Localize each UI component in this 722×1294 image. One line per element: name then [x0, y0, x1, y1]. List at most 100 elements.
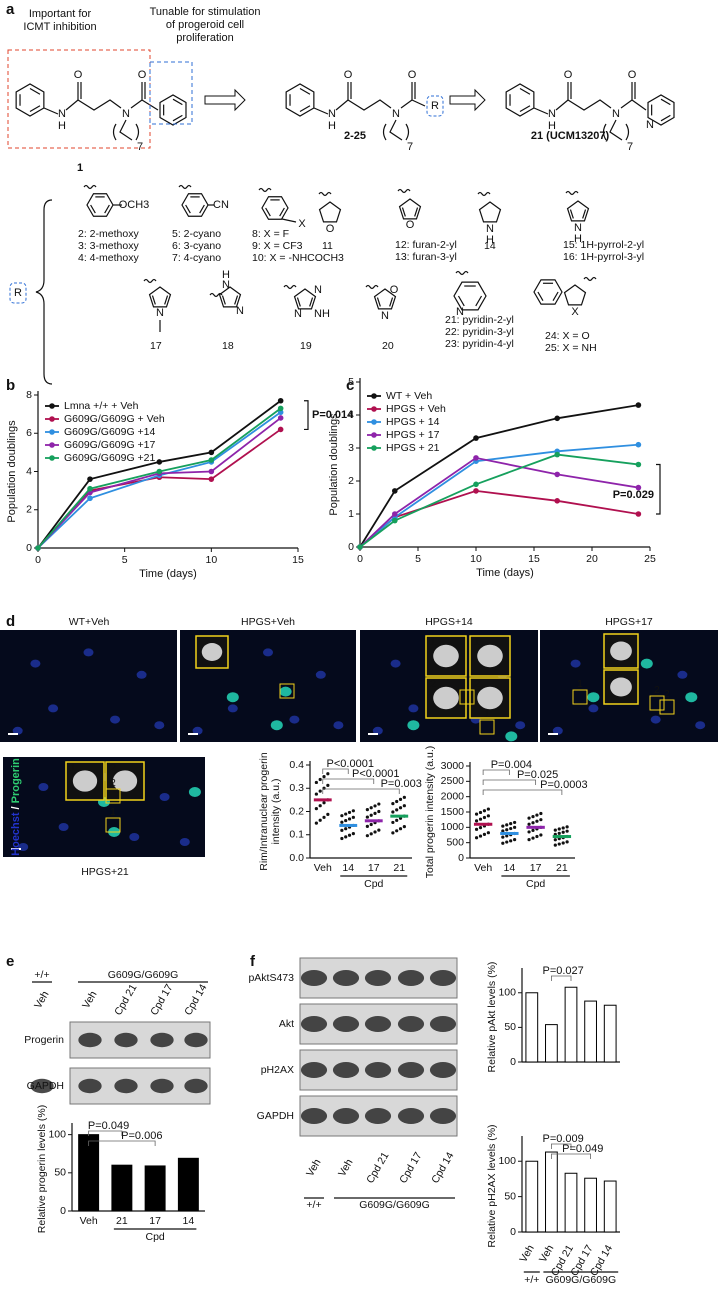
double-bond: [537, 291, 544, 302]
data-point: [208, 476, 215, 482]
substituent-label: 17: [150, 340, 162, 352]
substituent-label: 20: [382, 340, 394, 352]
y-tick-label: 0: [510, 1226, 516, 1238]
p-value: P=0.049: [562, 1143, 603, 1155]
nucleus: [30, 659, 41, 668]
atom-label: N: [381, 310, 389, 322]
bond: [555, 99, 612, 111]
ring: [533, 279, 563, 305]
cell-dot: [535, 819, 539, 823]
blot-row-label: GAPDH: [257, 1110, 294, 1122]
cell-dot: [505, 823, 509, 827]
progerin-nucleus: [270, 720, 283, 731]
cell-dot: [539, 818, 543, 822]
inset-label: 1: [70, 762, 76, 774]
data-point: [208, 457, 215, 463]
legend-marker: [371, 432, 377, 438]
cell-dot: [509, 822, 513, 826]
substituent-label: 2: 2-methoxy: [78, 228, 139, 240]
cell-dot: [369, 822, 373, 827]
substituent-label: 9: X = CF3: [252, 240, 303, 252]
atom-label: CN: [213, 199, 229, 211]
lane-label: Cpd 17: [397, 1150, 424, 1185]
atom-label: O: [74, 69, 83, 81]
double-bond: [401, 207, 406, 217]
cell-dot: [373, 811, 377, 815]
bond: [119, 119, 133, 141]
blot-band: [397, 1016, 425, 1032]
nucleus: [515, 721, 526, 730]
p-value: P=0.0003: [540, 779, 587, 791]
blot-band: [332, 970, 360, 986]
y-tick-label: 0.0: [289, 852, 304, 864]
data-point: [277, 405, 284, 412]
cell-dot: [365, 808, 369, 812]
atom-label: O: [628, 69, 637, 81]
ring: [373, 288, 397, 310]
panel-label: c: [346, 377, 354, 394]
progerin-nucleus: [279, 686, 292, 697]
cell-dot: [344, 835, 348, 839]
p-bracket: [656, 463, 661, 515]
inset-label: 1: [608, 634, 614, 646]
nucleus: [570, 659, 581, 668]
cell-dot: [347, 833, 352, 837]
cell-dot: [373, 804, 377, 808]
cell-dot: [561, 841, 565, 845]
p-bracket: [551, 975, 572, 981]
atom-label: H: [548, 120, 556, 132]
wavy-bond: [365, 284, 379, 290]
cell-dot: [351, 815, 355, 819]
double-bond: [29, 87, 41, 95]
compound-label: 2-25: [344, 130, 366, 142]
cell-dot: [501, 829, 505, 833]
atom-label: N: [122, 108, 130, 120]
blot-band: [364, 970, 392, 986]
p-bracket: [88, 1130, 123, 1136]
data-point: [87, 476, 93, 482]
cell-dot: [553, 843, 557, 847]
cell-dot: [351, 831, 355, 836]
x-axis-label: Time (days): [476, 567, 534, 579]
bond: [389, 119, 403, 141]
mean-line: [473, 822, 493, 826]
progerin-nucleus: [685, 692, 698, 703]
data-point: [635, 402, 642, 408]
x-tick-label: 0: [357, 553, 363, 565]
inset-label: 2: [474, 678, 480, 690]
cell-dot: [486, 831, 490, 835]
cell-dot: [398, 827, 403, 831]
double-bond: [299, 105, 311, 113]
y-tick-label: 2: [348, 475, 354, 487]
roi-box: [649, 695, 665, 711]
panel-label: f: [250, 953, 256, 970]
cell-dot: [565, 825, 569, 829]
double-bond: [457, 295, 465, 307]
cell-dot: [553, 838, 557, 842]
y-tick-label: 6: [26, 427, 32, 439]
cell-dot: [377, 802, 381, 806]
roi-box: [479, 719, 495, 735]
cell-dot: [369, 832, 373, 836]
double-bond: [172, 98, 183, 106]
progerin-nucleus: [226, 692, 239, 703]
p-bracket: [551, 1143, 572, 1149]
inset-nucleus: [433, 686, 459, 710]
cell-dot: [513, 825, 517, 829]
bar: [603, 1004, 617, 1063]
legend-marker: [371, 445, 377, 451]
blot-band: [429, 1016, 457, 1032]
data-point: [208, 468, 215, 475]
blot-band: [364, 1016, 392, 1032]
progerin-nucleus: [188, 787, 201, 797]
cell-dot: [377, 809, 381, 814]
cell-dot: [344, 827, 348, 831]
cell-dot: [314, 792, 318, 796]
double-bond: [389, 297, 394, 307]
cell-dot: [351, 809, 355, 813]
substituent-label: 15: 1H-pyrrol-2-yl: [563, 239, 644, 251]
nucleus: [12, 726, 23, 735]
x-tick-label: 21: [116, 1215, 128, 1227]
cell-dot: [314, 821, 318, 825]
atom-label: N: [392, 108, 400, 120]
